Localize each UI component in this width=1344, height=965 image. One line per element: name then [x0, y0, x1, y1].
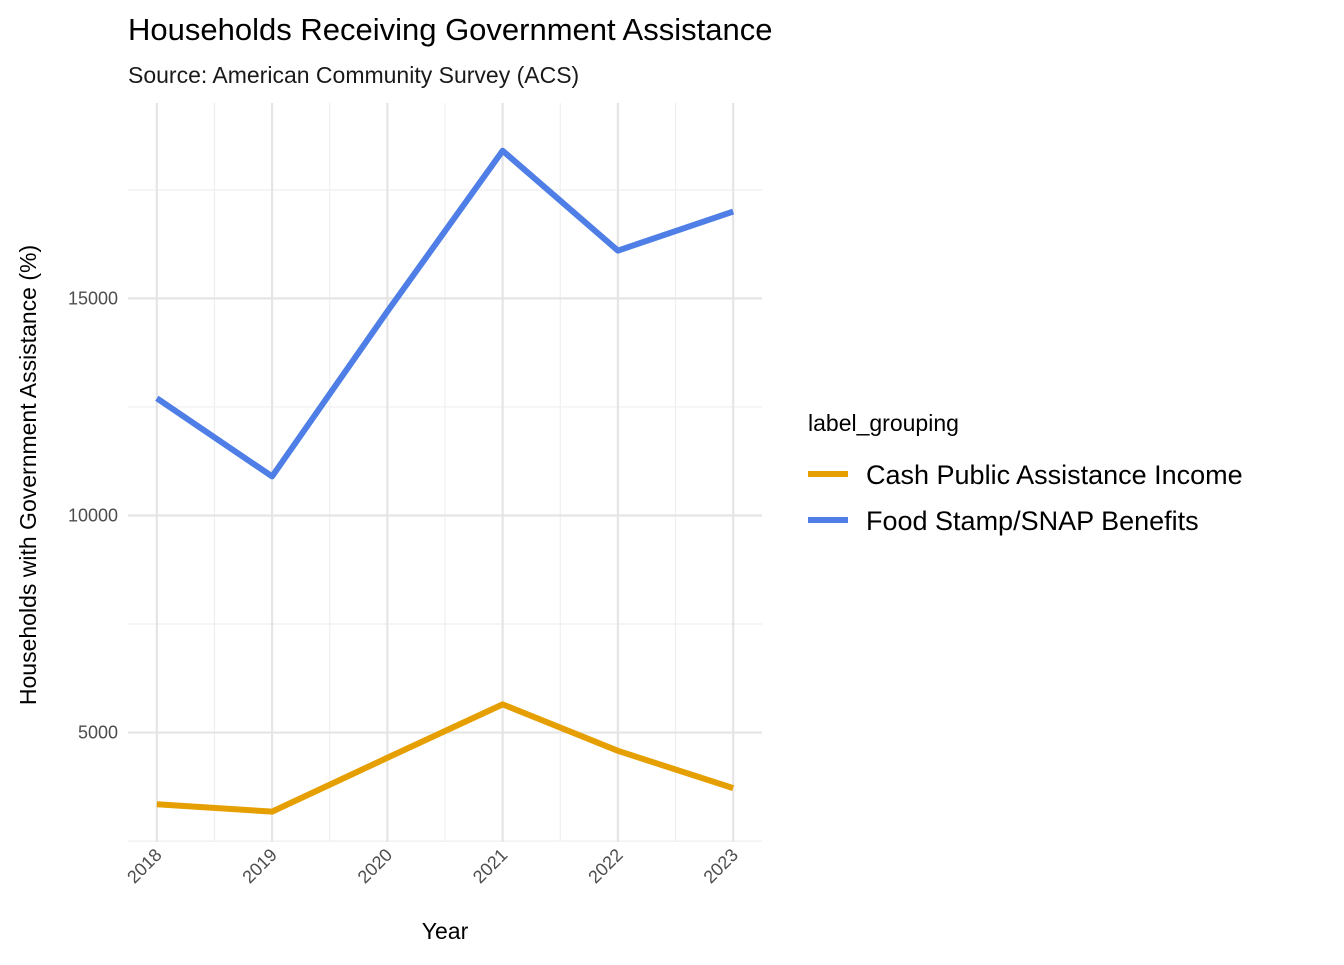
x-tick-label: 2020	[354, 845, 396, 887]
x-tick-label: 2022	[584, 845, 626, 887]
y-axis-title: Households with Government Assistance (%…	[15, 245, 41, 705]
x-tick-label: 2019	[238, 845, 280, 887]
legend-items: Cash Public Assistance Income Food Stamp/…	[808, 460, 1243, 536]
x-axis-title: Year	[422, 918, 469, 944]
legend: label_grouping Cash Public Assistance In…	[808, 410, 1243, 536]
x-tick-label: 2018	[123, 845, 165, 887]
x-tick-label: 2021	[469, 845, 511, 887]
series-line	[155, 147, 735, 480]
chart-subtitle: Source: American Community Survey (ACS)	[128, 62, 579, 88]
y-tick-label: 15000	[68, 288, 118, 308]
x-tick-label: 2023	[700, 845, 742, 887]
legend-label: Food Stamp/SNAP Benefits	[866, 506, 1199, 536]
y-axis-tick-labels: 5000 10000 15000	[68, 288, 118, 742]
series-lines	[155, 147, 735, 815]
x-axis-tick-labels: 2018 2019 2020 2021 2022 2023	[123, 845, 742, 887]
legend-title: label_grouping	[808, 410, 959, 436]
series-line	[156, 701, 735, 815]
y-tick-label: 5000	[78, 723, 118, 743]
y-tick-label: 10000	[68, 505, 118, 525]
chart-title: Households Receiving Government Assistan…	[128, 12, 772, 47]
legend-label: Cash Public Assistance Income	[866, 460, 1243, 490]
